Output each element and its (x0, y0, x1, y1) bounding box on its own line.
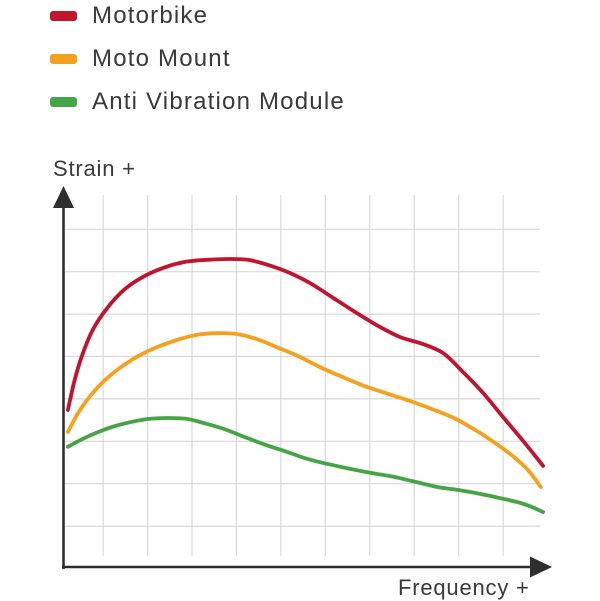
data-curves (66, 257, 545, 514)
curve-anti-vibration-module (66, 416, 545, 514)
legend-item-motorbike: Motorbike (50, 2, 345, 30)
grid-lines (63, 195, 540, 556)
legend-swatch-motorbike (50, 11, 77, 21)
legend-label-anti-vibration-module: Anti Vibration Module (92, 88, 345, 115)
legend-label-moto-mount: Moto Mount (92, 45, 231, 72)
legend-item-anti-vibration-module: Anti Vibration Module (50, 88, 345, 116)
curve-motorbike (66, 257, 545, 468)
axes-with-arrows (53, 186, 552, 578)
x-axis-label: Frequency + (398, 575, 530, 600)
curve-moto-mount (66, 331, 543, 489)
legend: Motorbike Moto Mount Anti Vibration Modu… (50, 2, 345, 116)
legend-label-motorbike: Motorbike (92, 2, 209, 29)
y-axis-label: Strain + (53, 156, 136, 181)
legend-swatch-moto-mount (50, 54, 77, 64)
legend-swatch-anti-vibration-module (50, 97, 77, 107)
legend-item-moto-mount: Moto Mount (50, 45, 345, 73)
